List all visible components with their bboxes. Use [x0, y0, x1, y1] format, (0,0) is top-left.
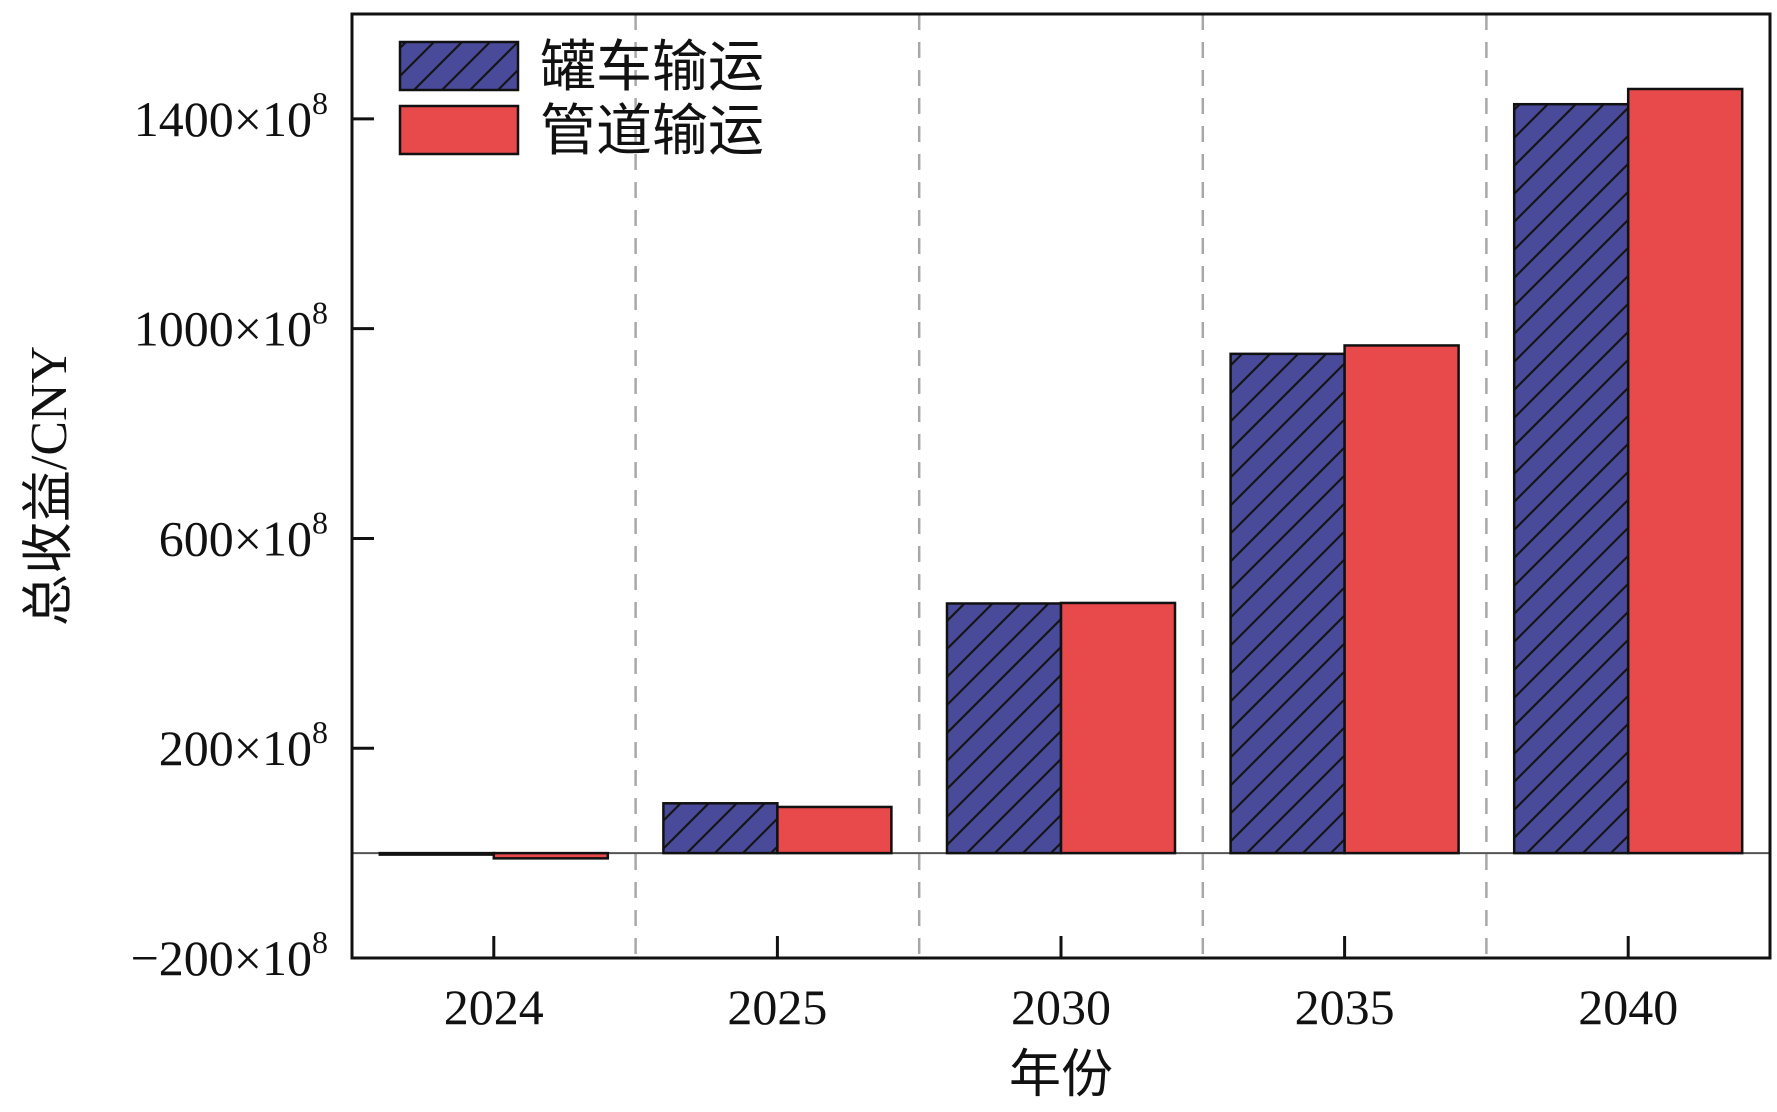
- y-axis-title: 总收益/CNY: [21, 346, 78, 626]
- x-tick-label: 2024: [444, 979, 544, 1035]
- bar-2040-series-2: [1626, 87, 1744, 855]
- bar-2035-series-2: [1343, 344, 1460, 855]
- bar-2024-series-2: [492, 851, 610, 860]
- bar-2030-series-2: [1059, 601, 1177, 855]
- bars: [378, 87, 1744, 860]
- x-tick-label: 2040: [1578, 979, 1678, 1035]
- bar-2024-series-1: [378, 851, 496, 856]
- axes: −200×108 200×108 600×108 1000×108 1400×108 20…: [131, 12, 1772, 1035]
- legend-swatch-2: [398, 104, 520, 156]
- legend-label-1: 罐车输运: [540, 37, 764, 99]
- y-tick-label: −200×108: [131, 924, 328, 986]
- y-tick-label: 600×108: [159, 504, 328, 566]
- bar-2025-series-2: [776, 805, 893, 855]
- x-tick-label: 2030: [1011, 979, 1111, 1035]
- bar-2040-series-1: [1512, 102, 1630, 855]
- y-tick-label: 200×108: [159, 714, 328, 776]
- bar-2030-series-1: [945, 602, 1063, 855]
- legend-label-2: 管道输运: [540, 101, 764, 163]
- bar-2035-series-1: [1229, 352, 1346, 855]
- x-tick-label: 2025: [727, 979, 827, 1035]
- x-tick-label: 2035: [1295, 979, 1395, 1035]
- y-tick-label: 1000×108: [134, 295, 328, 357]
- x-axis-title: 年份: [1009, 1047, 1113, 1104]
- legend-swatch-1: [398, 40, 520, 92]
- bar-2025-series-1: [662, 802, 779, 855]
- y-tick-label: 1400×108: [134, 85, 328, 147]
